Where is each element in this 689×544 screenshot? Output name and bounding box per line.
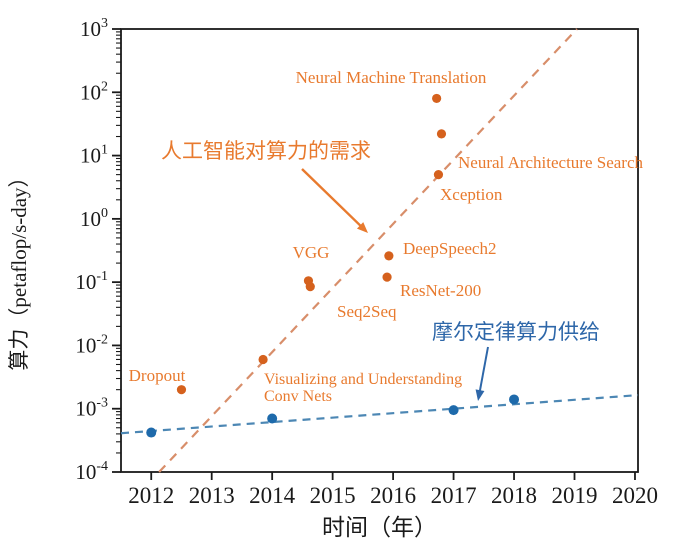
ai-compute-demand-point-neural-architecture-search bbox=[436, 129, 447, 139]
y-tick-label: 10-4 bbox=[75, 459, 108, 484]
x-axis-title: 时间（年） bbox=[322, 515, 437, 540]
ai-compute-demand-point-resnet-200 bbox=[382, 272, 392, 282]
ai-compute-demand-trend-line bbox=[158, 28, 578, 473]
moores-law-supply-point-moore-2014 bbox=[267, 413, 278, 424]
x-tick-label: 2019 bbox=[552, 483, 598, 508]
x-tick-label: 2014 bbox=[249, 483, 296, 508]
point-label-deepspeech2: DeepSpeech2 bbox=[403, 239, 496, 258]
y-tick-label: 103 bbox=[80, 16, 108, 41]
moores-law-supply-series bbox=[120, 394, 639, 438]
point-label-seq2seq: Seq2Seq bbox=[337, 302, 397, 321]
ai-compute-demand-point-neural-machine-translation bbox=[432, 93, 442, 104]
y-tick-label: 100 bbox=[80, 206, 108, 231]
point-label-neural-machine-translation: Neural Machine Translation bbox=[296, 68, 487, 87]
point-label-vgg: VGG bbox=[293, 243, 330, 262]
y-tick-label: 102 bbox=[80, 79, 108, 104]
moores-law-supply-point-moore-2017 bbox=[448, 405, 459, 416]
moores-law-supply-point-moore-2012 bbox=[146, 427, 157, 438]
supply-annotation-text: 摩尔定律算力供给 bbox=[432, 320, 600, 344]
ai-compute-demand-point-xception bbox=[433, 170, 444, 180]
point-label-visualizing-and-understanding-conv-nets: Visualizing and Understanding Conv Nets bbox=[264, 371, 462, 405]
y-tick-label: 10-2 bbox=[75, 332, 108, 357]
ai-compute-demand-series: Dropout Visualizing and Understanding Conv… bbox=[129, 28, 644, 473]
x-tick-label: 2016 bbox=[370, 483, 416, 508]
x-tick-label: 2013 bbox=[189, 483, 235, 508]
moores-law-supply-point-moore-2018 bbox=[509, 394, 520, 405]
point-label-neural-architecture-search: Neural Architecture Search bbox=[458, 153, 644, 172]
ai-compute-demand-point-deepspeech2 bbox=[384, 251, 394, 261]
y-tick-label: 10-3 bbox=[75, 396, 108, 421]
ai-compute-demand-point-seq2seq bbox=[305, 282, 315, 292]
demand-annotation-text: 人工智能对算力的需求 bbox=[161, 139, 371, 163]
x-tick-label: 2015 bbox=[310, 483, 356, 508]
x-tick-label: 2020 bbox=[612, 483, 658, 508]
point-label-resnet-200: ResNet-200 bbox=[400, 281, 481, 300]
x-tick-label: 2017 bbox=[431, 483, 477, 508]
point-label-dropout: Dropout bbox=[129, 366, 186, 385]
ai-compute-demand-point-visualizing-and-understanding-conv-nets bbox=[258, 354, 268, 365]
demand-annotation-arrow-head bbox=[356, 222, 368, 233]
x-axis: 2012 2013 2014 2015 2016 2017 2018 2019 2020 bbox=[128, 472, 658, 508]
x-tick-label: 2018 bbox=[491, 483, 537, 508]
supply-annotation-arrow-head bbox=[475, 389, 485, 401]
moores-law-supply-trend-line bbox=[120, 394, 639, 435]
point-label-xception: Xception bbox=[440, 185, 503, 204]
plot-border bbox=[120, 28, 639, 473]
y-tick-label: 10-1 bbox=[75, 269, 108, 294]
demand-annotation-arrow-line bbox=[301, 168, 364, 229]
supply-annotation-arrow-line bbox=[478, 346, 489, 394]
x-tick-label: 2012 bbox=[128, 483, 174, 508]
y-tick-label: 101 bbox=[80, 143, 108, 168]
y-axis-title: 算力（petaflop/s-day） bbox=[7, 166, 31, 370]
ai-compute-demand-point-dropout bbox=[176, 385, 187, 395]
y-axis: 103 102 101 100 10-1 10-2 10-3 10-4 bbox=[75, 16, 121, 484]
